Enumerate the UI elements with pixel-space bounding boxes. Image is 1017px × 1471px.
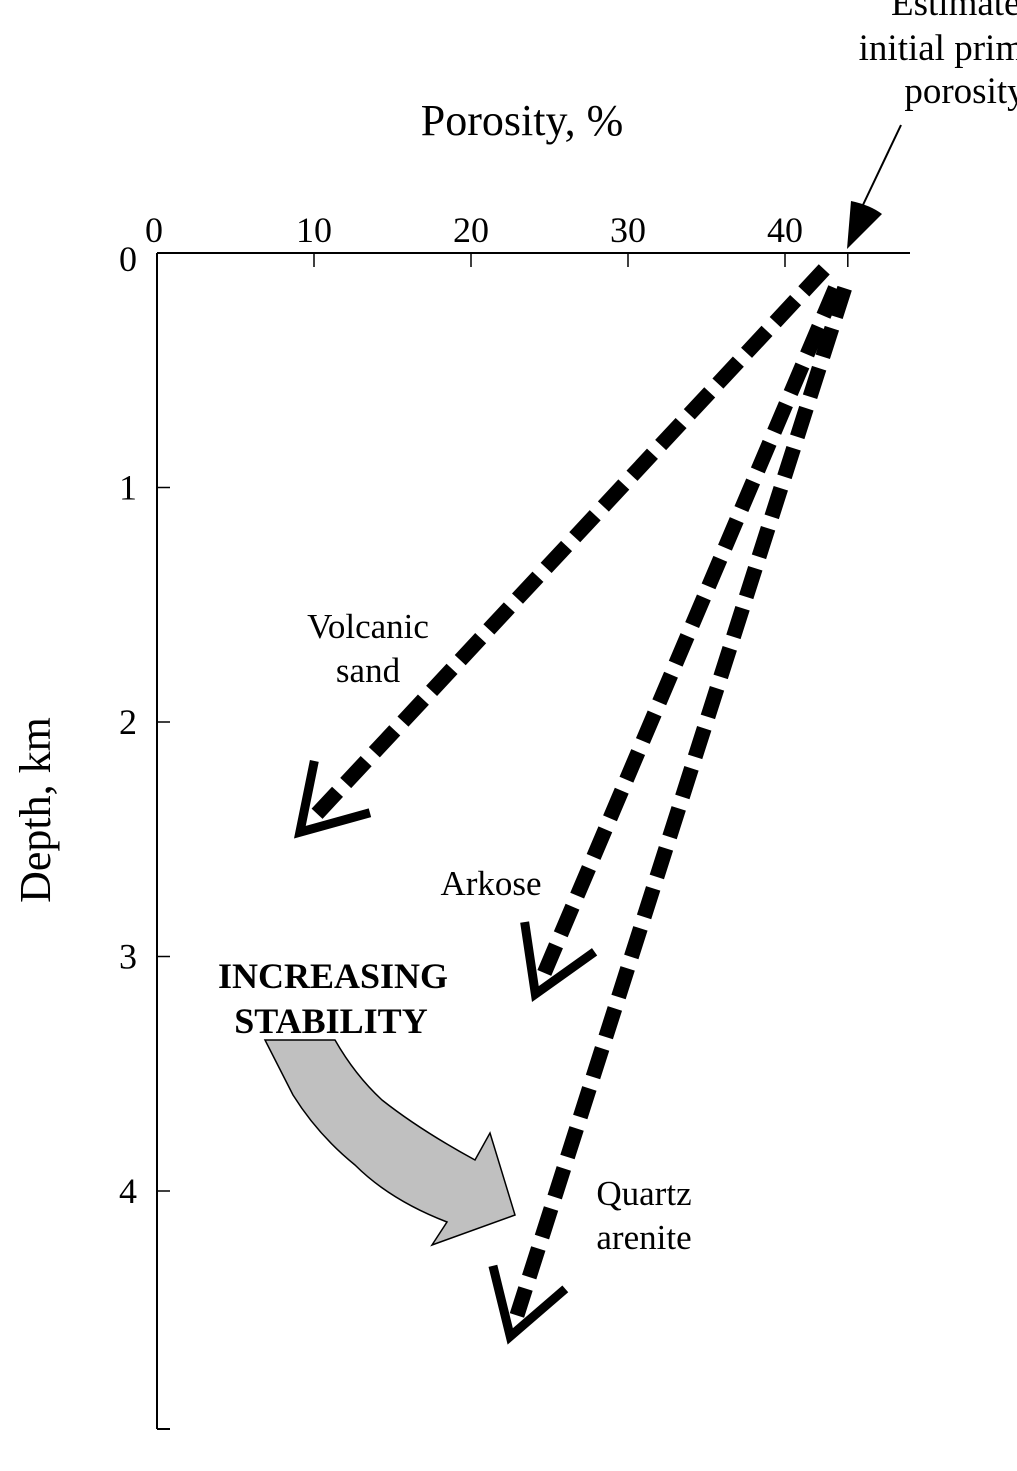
y-tick-label: 1 bbox=[119, 468, 137, 508]
series-line-quartz-arenite bbox=[509, 285, 852, 1318]
series-arrowhead bbox=[293, 760, 372, 839]
initial-porosity-pointer bbox=[861, 124, 902, 208]
initial-porosity-line-3: porosity bbox=[904, 71, 1017, 112]
y-tick-label: 2 bbox=[119, 702, 137, 742]
stability-line-1: INCREASING bbox=[218, 956, 448, 996]
series-arrowhead bbox=[520, 921, 598, 1002]
y-tick-label: 0 bbox=[119, 239, 137, 279]
y-axis-title: Depth, km bbox=[11, 717, 60, 903]
x-tick-label: 20 bbox=[453, 210, 489, 250]
x-axis-title: Porosity, % bbox=[421, 96, 624, 145]
initial-porosity-arrowhead bbox=[847, 201, 882, 249]
series-label: Quartz bbox=[596, 1174, 691, 1213]
stability-line-2: STABILITY bbox=[234, 1001, 427, 1041]
series-label: Volcanic bbox=[307, 607, 429, 646]
x-tick-label: 10 bbox=[296, 210, 332, 250]
series-arrowhead bbox=[488, 1264, 569, 1345]
series-label: Arkose bbox=[440, 864, 541, 903]
y-tick-label: 4 bbox=[119, 1171, 137, 1211]
initial-porosity-line-1: Estimated bbox=[891, 0, 1017, 24]
series-line-arkose bbox=[537, 285, 843, 977]
x-tick-label: 40 bbox=[767, 210, 803, 250]
series-line-volcanic-sand bbox=[309, 264, 830, 822]
increasing-stability-arrow bbox=[263, 1039, 516, 1247]
series-label: sand bbox=[336, 651, 401, 690]
series-label: arenite bbox=[596, 1218, 691, 1257]
x-tick-label: 0 bbox=[145, 210, 163, 250]
initial-porosity-line-2: initial primary bbox=[859, 28, 1017, 69]
y-tick-label: 3 bbox=[119, 937, 137, 977]
initial-porosity-label: Estimated initial primary porosity bbox=[859, 0, 1017, 112]
x-tick-label: 30 bbox=[610, 210, 646, 250]
